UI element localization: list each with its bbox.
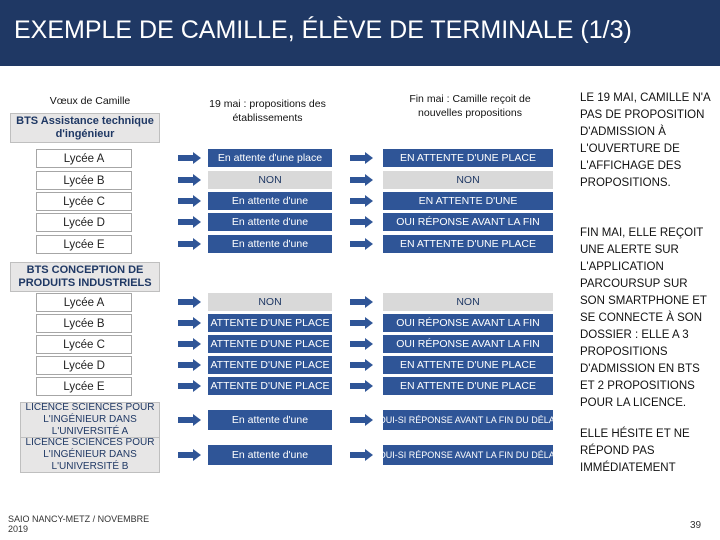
arrow (350, 380, 373, 392)
page-number: 39 (690, 520, 702, 531)
arrow (350, 449, 373, 461)
arrow (178, 338, 201, 350)
column-header: Vœux de Camille (49, 95, 131, 107)
proposal-end-may: EN ATTENTE D'UNE PLACE (383, 356, 553, 374)
licence-wish: LICENCE SCIENCES POUR L'INGÉNIEUR DANS L… (20, 437, 160, 473)
arrow (350, 174, 373, 186)
arrow (350, 317, 373, 329)
licence-wish: LICENCE SCIENCES POUR L'INGÉNIEUR DANS L… (20, 402, 160, 438)
proposal-end-may: EN ATTENTE D'UNE PLACE (383, 235, 553, 253)
proposal-may19: En attente d'une place (208, 149, 332, 167)
proposal-may19: ATTENTE D'UNE PLACE (208, 314, 332, 332)
arrow (178, 414, 201, 426)
proposal-end-may: EN ATTENTE D'UNE PLACE (383, 377, 553, 395)
arrow (350, 195, 373, 207)
wish-item: Lycée E (36, 377, 132, 396)
arrow (178, 195, 201, 207)
proposal-may19: NON (208, 171, 332, 189)
side-note: LE 19 MAI, CAMILLE N'A PAS DE PROPOSITIO… (580, 92, 711, 189)
side-note: ELLE HÉSITE ET NE RÉPOND PAS IMMÉDIATEME… (580, 428, 690, 474)
wish-item: Lycée B (36, 171, 132, 190)
proposal-may19: En attente d'une (208, 445, 332, 465)
proposal-may19: En attente d'une (208, 410, 332, 430)
arrow (178, 238, 201, 250)
arrow (178, 174, 201, 186)
wish-item: Lycée D (36, 356, 132, 375)
wish-item: Lycée A (36, 293, 132, 312)
arrow (350, 414, 373, 426)
arrow (350, 152, 373, 164)
proposal-may19: ATTENTE D'UNE PLACE (208, 377, 332, 395)
footer-source: SAIO NANCY-METZ / NOVEMBRE 2019 (8, 514, 150, 534)
proposal-end-may: OUI RÉPONSE AVANT LA FIN (383, 213, 553, 231)
arrow (178, 380, 201, 392)
wish-item: Lycée C (36, 192, 132, 211)
proposal-end-may: EN ATTENTE D'UNE (383, 192, 553, 210)
slide-title: EXEMPLE DE CAMILLE, ÉLÈVE DE TERMINALE (… (14, 16, 632, 44)
wish-item: Lycée A (36, 149, 132, 168)
arrow (350, 216, 373, 228)
proposal-end-may: OUI-SI RÉPONSE AVANT LA FIN DU DÉLAI (383, 445, 553, 465)
proposal-end-may: OUI RÉPONSE AVANT LA FIN (383, 335, 553, 353)
column-header: Fin mai : Camille reçoit de nouvelles pr… (409, 93, 531, 119)
wish-item: Lycée E (36, 235, 132, 254)
wish-item: Lycée B (36, 314, 132, 333)
group-label: BTS CONCEPTION DE PRODUITS INDUSTRIELS (10, 262, 160, 292)
arrow (350, 238, 373, 250)
arrow (178, 449, 201, 461)
proposal-may19: ATTENTE D'UNE PLACE (208, 335, 332, 353)
proposal-end-may: NON (383, 293, 553, 311)
header-bar: EXEMPLE DE CAMILLE, ÉLÈVE DE TERMINALE (… (0, 0, 720, 66)
proposal-end-may: NON (383, 171, 553, 189)
group-label: BTS Assistance technique d'ingénieur (10, 113, 160, 143)
arrow (178, 317, 201, 329)
arrow (350, 296, 373, 308)
proposal-end-may: EN ATTENTE D'UNE PLACE (383, 149, 553, 167)
proposal-may19: En attente d'une (208, 235, 332, 253)
proposal-may19: En attente d'une (208, 213, 332, 231)
wish-item: Lycée D (36, 213, 132, 232)
proposal-end-may: OUI-SI RÉPONSE AVANT LA FIN DU DÉLAI (383, 410, 553, 430)
arrow (350, 359, 373, 371)
proposal-end-may: OUI RÉPONSE AVANT LA FIN (383, 314, 553, 332)
arrow (178, 216, 201, 228)
arrow (178, 152, 201, 164)
arrow (178, 359, 201, 371)
proposal-may19: NON (208, 293, 332, 311)
side-note: FIN MAI, ELLE REÇOIT UNE ALERTE SUR L'AP… (580, 227, 707, 409)
proposal-may19: ATTENTE D'UNE PLACE (208, 356, 332, 374)
wish-item: Lycée C (36, 335, 132, 354)
arrow (350, 338, 373, 350)
arrow (178, 296, 201, 308)
proposal-may19: En attente d'une (208, 192, 332, 210)
column-header: 19 mai : propositions des établissements (209, 98, 326, 124)
